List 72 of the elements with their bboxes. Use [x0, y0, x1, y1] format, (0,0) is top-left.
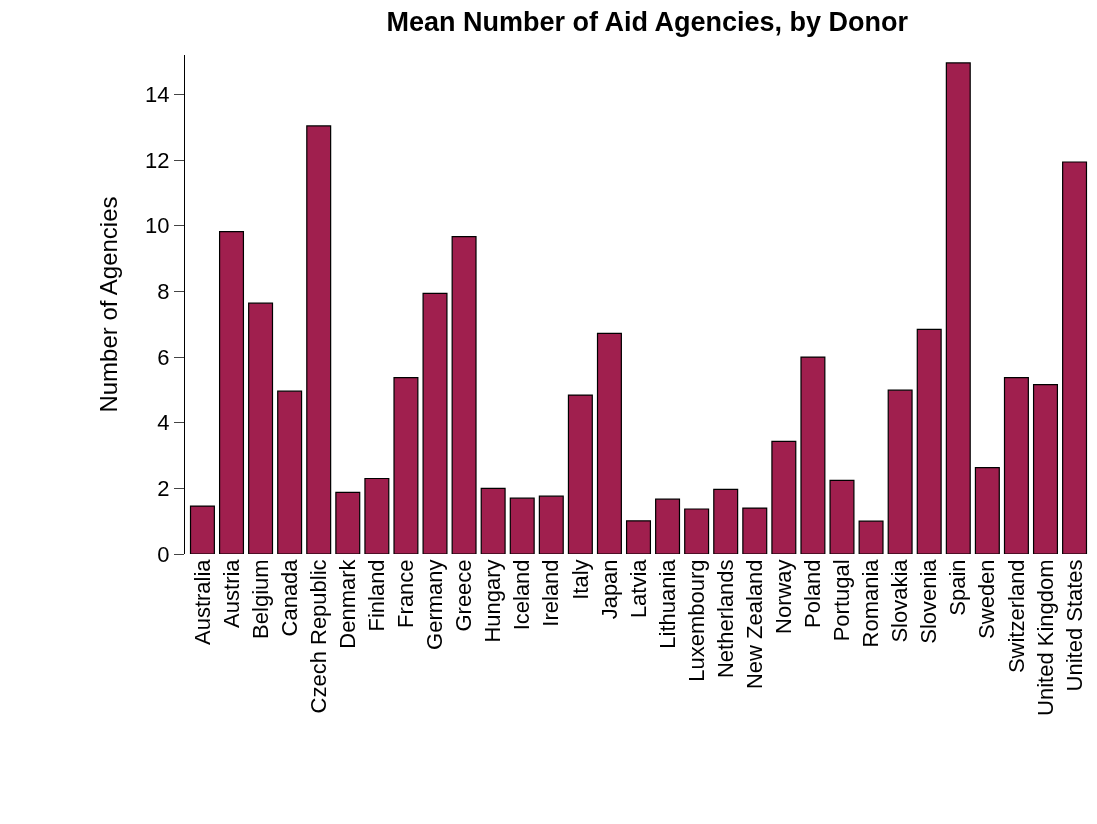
x-tick-label: Hungary: [480, 559, 506, 643]
x-tick-label: France: [393, 559, 419, 628]
bar: [625, 520, 652, 554]
x-tick-label: Spain: [945, 559, 971, 616]
x-tick-label: Belgium: [247, 559, 273, 639]
x-tick-label: Greece: [451, 559, 477, 632]
x-tick-label: Romania: [858, 558, 884, 648]
x-tick-label: Switzerland: [1003, 559, 1029, 674]
bar: [567, 394, 593, 554]
bar: [655, 498, 681, 554]
bar: [1032, 384, 1059, 554]
x-tick-label: Lithuania: [654, 558, 680, 649]
x-tick-label: Slovenia: [916, 558, 942, 644]
bar: [306, 125, 332, 554]
x-tick-label: Germany: [422, 559, 448, 650]
x-tick-label: Czech Republic: [305, 559, 331, 714]
bar: [945, 62, 971, 554]
bar: [974, 467, 1000, 554]
bar: [771, 440, 797, 554]
x-tick-label: Ireland: [538, 559, 564, 627]
bar: [858, 520, 884, 554]
bar: [393, 377, 419, 554]
x-tick-label: Japan: [596, 559, 622, 620]
x-tick-label: Netherlands: [712, 559, 738, 679]
bar: [277, 390, 303, 554]
y-axis-title: Number of Agencies: [95, 196, 123, 413]
bar: [509, 497, 535, 554]
bar: [1062, 161, 1088, 554]
x-tick-label: United Kingdom: [1032, 559, 1058, 716]
bar: [1003, 377, 1029, 554]
y-tick-label: 0: [157, 541, 170, 567]
chart-title: Mean Number of Aid Agencies, by Donor: [386, 7, 909, 38]
x-tick-label: Austria: [218, 558, 244, 628]
bar: [916, 328, 942, 554]
y-tick-label: 2: [157, 476, 170, 502]
x-tick-label: Slovakia: [887, 558, 913, 643]
bar: [829, 479, 855, 554]
bar: [335, 491, 361, 554]
x-tick-label: Australia: [189, 558, 215, 645]
bar: [713, 488, 739, 554]
x-tick-label: Finland: [364, 559, 390, 632]
y-tick-label: 8: [157, 279, 170, 305]
bar: [189, 505, 215, 554]
bar: [422, 292, 448, 554]
y-tick-label: 6: [157, 344, 170, 370]
x-tick-label: Iceland: [509, 559, 535, 631]
bar: [364, 477, 390, 554]
y-tick-label: 14: [145, 82, 170, 108]
x-tick-label: Poland: [800, 559, 826, 628]
bar: [887, 389, 913, 554]
bar: [480, 487, 506, 554]
y-tick-label: 10: [145, 213, 170, 239]
bar: [248, 302, 274, 554]
x-tick-label: Luxembourg: [683, 559, 709, 682]
bar: [218, 231, 245, 554]
x-tick-label: Portugal: [829, 559, 855, 642]
x-tick-label: Norway: [771, 559, 796, 634]
x-tick-label: United States: [1061, 559, 1087, 692]
x-tick-label: Sweden: [974, 559, 1000, 639]
bar: [684, 508, 710, 554]
y-tick-label: 12: [145, 147, 170, 173]
x-tick-label: Latvia: [625, 558, 651, 619]
bar: [800, 356, 826, 554]
bar: [538, 495, 564, 554]
x-tick-label: Canada: [276, 558, 302, 637]
x-tick-label: Italy: [567, 559, 593, 600]
bar: [596, 332, 622, 554]
y-tick-label: 4: [157, 410, 170, 436]
x-tick-label: New Zealand: [741, 559, 767, 690]
bar: [451, 235, 477, 554]
x-tick-label: Denmark: [334, 558, 360, 649]
bar: [742, 507, 768, 554]
